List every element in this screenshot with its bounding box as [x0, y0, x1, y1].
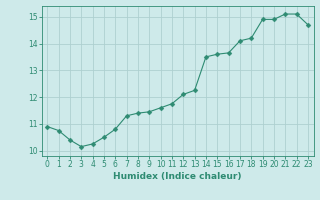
X-axis label: Humidex (Indice chaleur): Humidex (Indice chaleur): [113, 172, 242, 181]
